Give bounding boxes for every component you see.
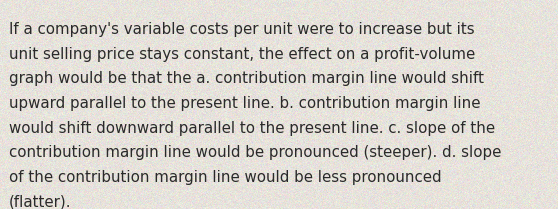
Text: (flatter).: (flatter).	[9, 195, 71, 209]
Text: If a company's variable costs per unit were to increase but its: If a company's variable costs per unit w…	[9, 22, 474, 37]
Text: upward parallel to the present line. b. contribution margin line: upward parallel to the present line. b. …	[9, 96, 480, 111]
Text: would shift downward parallel to the present line. c. slope of the: would shift downward parallel to the pre…	[9, 121, 495, 136]
Text: unit selling price stays constant, the effect on a profit-volume: unit selling price stays constant, the e…	[9, 47, 475, 62]
Text: of the contribution margin line would be less pronounced: of the contribution margin line would be…	[9, 170, 441, 185]
Text: contribution margin line would be pronounced (steeper). d. slope: contribution margin line would be pronou…	[9, 145, 501, 160]
Text: graph would be that the a. contribution margin line would shift: graph would be that the a. contribution …	[9, 71, 484, 86]
